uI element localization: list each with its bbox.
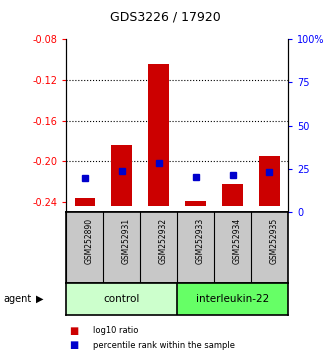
Bar — [74, 198, 95, 206]
Text: percentile rank within the sample: percentile rank within the sample — [93, 341, 235, 350]
Text: GSM252931: GSM252931 — [122, 218, 131, 264]
Text: ■: ■ — [70, 340, 79, 350]
Text: GSM252935: GSM252935 — [269, 218, 278, 264]
Text: GSM252933: GSM252933 — [196, 218, 205, 264]
Text: ■: ■ — [70, 326, 79, 336]
Bar — [148, 64, 169, 206]
Text: log10 ratio: log10 ratio — [93, 326, 138, 336]
Text: GDS3226 / 17920: GDS3226 / 17920 — [110, 11, 221, 24]
Text: interleukin-22: interleukin-22 — [196, 294, 269, 304]
Bar — [177, 283, 288, 315]
Text: GSM252934: GSM252934 — [232, 218, 242, 264]
Text: agent: agent — [3, 294, 31, 304]
Bar — [259, 156, 280, 206]
Bar — [112, 145, 132, 206]
Bar — [66, 283, 177, 315]
Bar — [185, 201, 206, 206]
Text: ▶: ▶ — [36, 294, 43, 304]
Text: GSM252932: GSM252932 — [159, 218, 167, 264]
Bar — [222, 184, 243, 206]
Text: control: control — [104, 294, 140, 304]
Text: GSM252890: GSM252890 — [85, 218, 94, 264]
